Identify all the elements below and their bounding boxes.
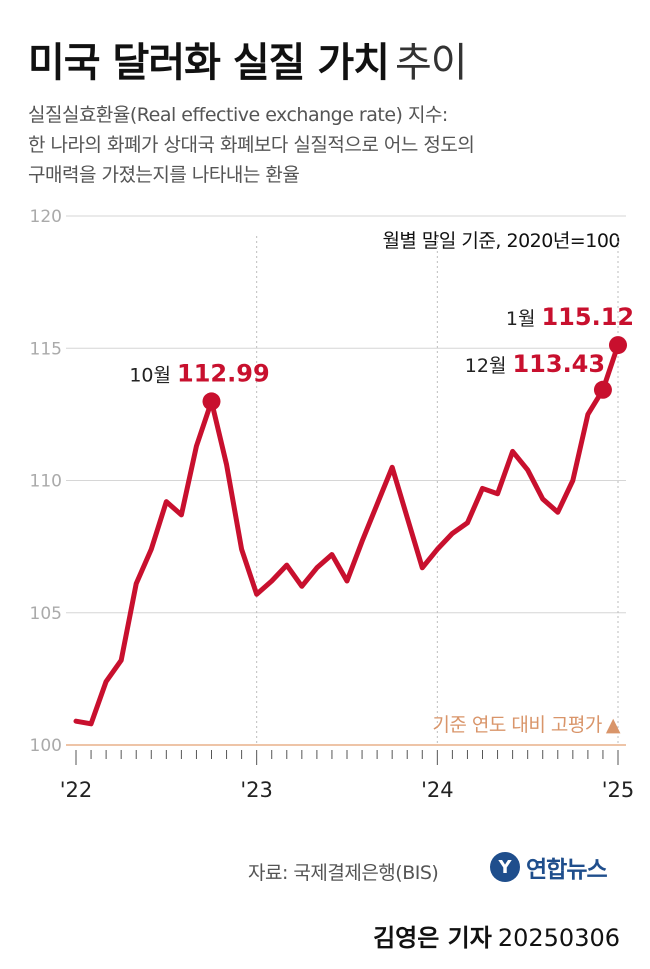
legend-note-text: 기준 연도 대비 고평가 xyxy=(432,714,601,736)
data-label: 1월 115.12 xyxy=(506,303,634,331)
label-layer: 10월 112.99 12월 113.43 1월 115.12 xyxy=(129,303,634,387)
data-label-month: 10월 xyxy=(129,364,177,386)
y-tick-label: 120 xyxy=(30,207,62,227)
data-label: 12월 113.43 xyxy=(465,350,605,378)
data-label-value: 115.12 xyxy=(541,303,634,331)
y-tick-label: 110 xyxy=(30,472,62,492)
data-label-month: 12월 xyxy=(465,355,513,377)
reporter-name: 김영은 기자 xyxy=(373,924,492,952)
data-label-value: 113.43 xyxy=(512,350,605,378)
source-note: 자료: 국제결제은행(BIS) xyxy=(248,858,438,885)
publish-date: 20250306 xyxy=(498,924,620,952)
x-tick-label: '25 xyxy=(602,778,635,802)
data-point-marker xyxy=(203,392,221,410)
line-chart: 100 105 110 115 120 '22 '23 '24 '25 10월 112.99 12… xyxy=(0,0,650,820)
data-label-value: 112.99 xyxy=(177,359,270,387)
yonhap-logo-text: 연합뉴스 xyxy=(526,850,607,884)
y-tick-label: 115 xyxy=(30,339,62,359)
series-line xyxy=(76,345,618,724)
y-tick-label: 105 xyxy=(30,604,62,624)
legend-note: 기준 연도 대비 고평가 ▲ xyxy=(432,710,620,737)
yonhap-logo: Y 연합뉴스 xyxy=(490,850,607,884)
data-label-month: 1월 xyxy=(506,308,542,330)
data-point-marker xyxy=(594,381,612,399)
data-point-marker xyxy=(609,336,627,354)
x-tick-label: '23 xyxy=(240,778,273,802)
x-tick-label: '24 xyxy=(421,778,454,802)
y-tick-label: 100 xyxy=(30,736,62,756)
triangle-up-icon: ▲ xyxy=(606,714,620,736)
byline: 김영은 기자 20250306 xyxy=(373,918,620,953)
yonhap-logo-icon: Y xyxy=(490,852,520,882)
x-tick-label: '22 xyxy=(60,778,93,802)
data-label: 10월 112.99 xyxy=(129,359,269,387)
line-layer xyxy=(76,345,618,724)
